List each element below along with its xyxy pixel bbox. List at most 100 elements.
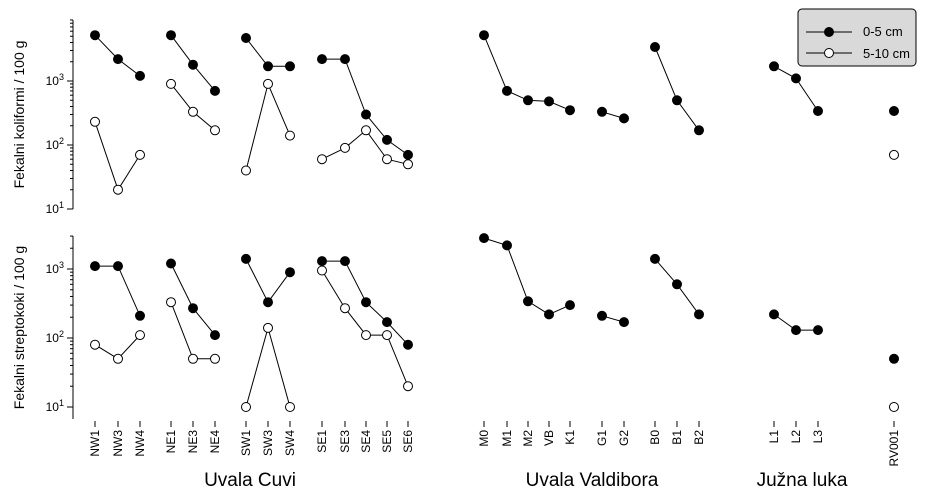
point-vb [544, 96, 554, 107]
point-se5 [382, 154, 392, 165]
point-m2 [523, 95, 533, 106]
point-se5 [382, 317, 392, 328]
point-se4 [361, 297, 371, 308]
panel-1: 101 102 103 Fekalni koliformi / 100 g [11, 19, 899, 216]
point-nw3 [113, 261, 123, 272]
point-k1 [565, 105, 575, 116]
group-label-uvala-valdibora: Uvala Valdibora [526, 470, 659, 490]
point-rv001 [889, 402, 899, 412]
point-ne4 [210, 330, 220, 341]
x-tick-label-nw1: NW1 [88, 430, 102, 457]
legend-label-filled: 0-5 cm [863, 24, 903, 39]
y-tick-label: 103 [46, 72, 64, 88]
point-sw4 [285, 61, 295, 72]
series-line [654, 46, 700, 131]
point-sw1 [241, 33, 251, 43]
x-tick-label-m0: M0 [477, 430, 491, 447]
panels: 101 102 103 Fekalni koliformi / 100 g 101 102… [11, 19, 899, 419]
y-axis-title: Fekalni koliformi / 100 g [11, 41, 27, 189]
x-tick-label-l3: L3 [811, 430, 825, 444]
point-rv001 [889, 106, 899, 116]
point-nw3 [113, 353, 123, 364]
point-sw4 [285, 402, 295, 412]
x-axis: NW1 NW3 NW4 NE1 NE3 NE4 SW1 SW3 SW4 SE1 SE3 SE4 SE5 S… [88, 421, 901, 466]
point-l3 [813, 325, 823, 336]
x-tick-label-se1: SE1 [315, 430, 329, 453]
point-sw3 [263, 322, 273, 333]
point-ne3 [188, 303, 198, 314]
point-nw3 [113, 54, 123, 65]
point-nw1 [90, 30, 100, 41]
series-line [773, 65, 819, 112]
point-nw1 [90, 339, 100, 350]
series-filled [90, 233, 899, 364]
point-nw1 [90, 116, 100, 127]
point-l1 [769, 309, 779, 320]
series-open [90, 265, 899, 412]
x-tick-label-nw3: NW3 [111, 430, 125, 457]
point-sw4 [285, 267, 295, 278]
point-nw4 [135, 149, 145, 160]
point-sw1 [241, 402, 251, 412]
legend: 0-5 cm 5-10 cm [797, 8, 917, 67]
series-filled [90, 30, 899, 160]
x-tick-label-se6: SE6 [401, 430, 415, 453]
point-se1 [317, 256, 327, 267]
x-tick-label-sw1: SW1 [239, 430, 253, 456]
point-se6 [403, 149, 413, 160]
legend-marker-filled [824, 27, 834, 37]
point-se6 [403, 339, 413, 350]
point-nw4 [135, 70, 145, 81]
group-label-uvala-cuvi: Uvala Cuvi [204, 470, 296, 490]
x-tick-label-vb: VB [542, 430, 556, 446]
series-line [321, 270, 409, 387]
point-ne1 [166, 30, 176, 41]
point-m2 [523, 296, 533, 307]
point-l2 [791, 73, 801, 84]
legend-label-open: 5-10 cm [863, 46, 910, 61]
x-tick-label-ne4: NE4 [208, 430, 222, 454]
point-rv001 [889, 353, 899, 364]
y-axis-title: Fekalni streptokoki / 100 g [11, 246, 27, 409]
point-se6 [403, 381, 413, 392]
point-ne1 [166, 297, 176, 308]
point-g2 [619, 317, 629, 328]
series-line [245, 258, 291, 304]
point-vb [544, 309, 554, 320]
point-l3 [813, 106, 823, 116]
point-se1 [317, 54, 327, 65]
point-g1 [597, 106, 607, 117]
x-tick-label-rv001: RV001 [887, 430, 901, 467]
point-b1 [672, 95, 682, 106]
point-nw4 [135, 310, 145, 321]
series-line [322, 58, 409, 156]
point-se3 [340, 256, 350, 267]
point-sw3 [263, 297, 273, 308]
point-ne4 [210, 85, 220, 96]
x-tick-label-m1: M1 [500, 430, 514, 447]
group-label-juzna-luka: Južna luka [757, 470, 848, 490]
x-tick-label-se3: SE3 [338, 430, 352, 453]
point-se1 [317, 265, 327, 276]
x-tick-label-b1: B1 [670, 430, 684, 445]
point-b2 [694, 125, 704, 136]
point-m1 [502, 85, 512, 96]
x-tick-label-nw4: NW4 [133, 430, 147, 457]
point-se1 [317, 154, 327, 165]
x-tick-label-l2: L2 [789, 430, 803, 444]
point-ne3 [188, 353, 198, 364]
point-ne1 [166, 258, 176, 269]
point-b0 [650, 42, 660, 52]
y-tick-label: 101 [46, 398, 64, 414]
point-ne3 [188, 59, 198, 70]
panel-2: 101 102 103 Fekalni streptokoki / 100 g [11, 233, 899, 419]
y-tick-label: 101 [46, 200, 64, 216]
point-se4 [361, 125, 371, 136]
series-line [95, 265, 141, 317]
point-se4 [361, 330, 371, 341]
point-se3 [340, 303, 350, 314]
point-m1 [502, 240, 512, 251]
point-nw4 [135, 330, 145, 341]
point-se3 [340, 54, 350, 65]
point-b1 [672, 279, 682, 290]
